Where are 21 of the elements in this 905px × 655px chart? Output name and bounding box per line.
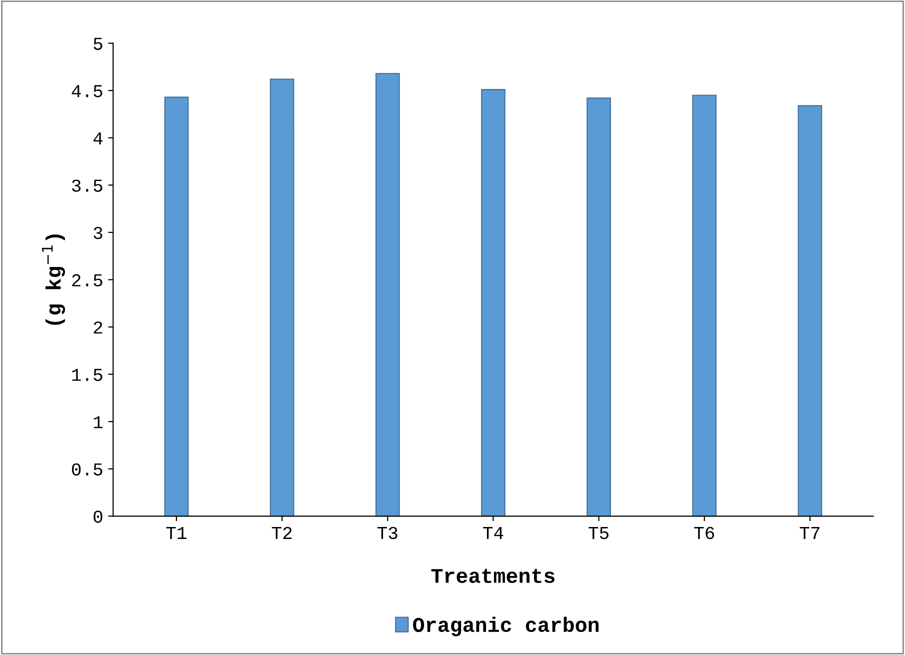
y-tick-label: 1.5 (72, 368, 102, 381)
y-tick-label: 0.5 (72, 463, 102, 476)
x-axis-title: Treatments (431, 568, 554, 583)
x-tick-label: T4 (483, 527, 504, 539)
x-tick-label: T6 (694, 526, 714, 540)
y-tick-label: 3 (94, 226, 102, 240)
x-tick-label: T1 (166, 527, 186, 539)
legend-label: Oraganic carbon (413, 616, 599, 636)
y-tick-label: 4 (93, 132, 102, 144)
y-axis-title: (g kg$^{−1}$) (42, 234, 66, 325)
x-tick-label: T5 (588, 527, 608, 540)
x-tick-label: T3 (377, 526, 398, 540)
y-tick-label: 5 (94, 38, 102, 50)
y-tick-label: 0 (94, 510, 102, 523)
y-tick-label: 1 (94, 416, 103, 428)
y-tick-label: 2.5 (72, 274, 102, 286)
y-tick-label: 2 (94, 321, 102, 334)
y-tick-label: 3.5 (72, 180, 102, 192)
x-tick-label: T2 (272, 526, 292, 539)
y-tick-label: 4.5 (72, 85, 102, 98)
x-tick-label: T7 (800, 527, 820, 539)
